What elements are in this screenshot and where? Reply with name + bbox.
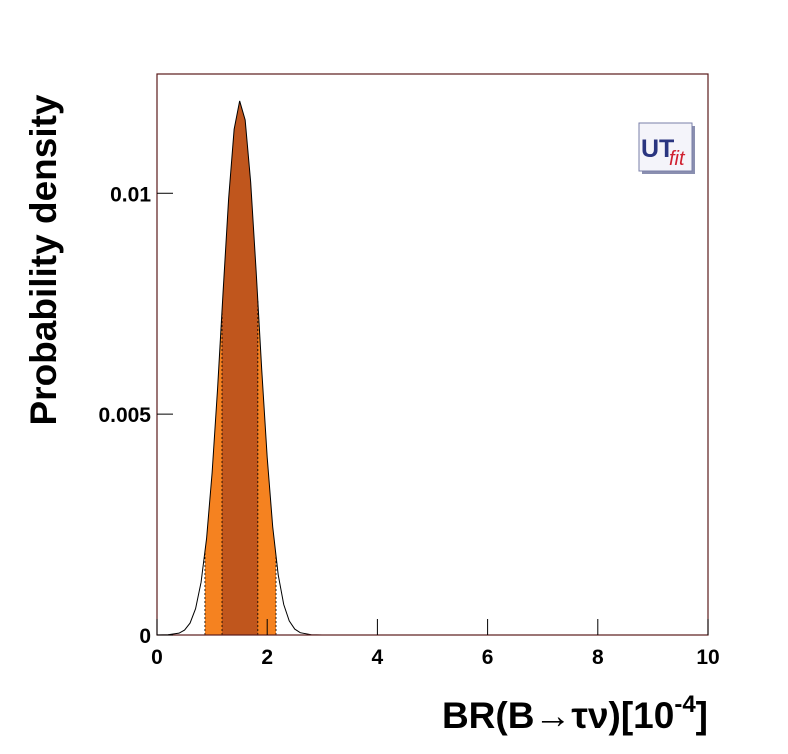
x-label-close: ] [696,695,708,736]
credible-interval [222,100,258,635]
x-tick-label: 4 [372,646,384,669]
x-label-exponent: -4 [674,691,696,718]
x-axis-label: BR(B→τν)[10-4] [442,691,708,736]
x-label-main: BR(B→τν)[10 [442,695,674,736]
y-axis-label: Probability density [23,94,64,425]
x-tick-label: 8 [592,646,604,669]
logo-ut: UT [641,135,674,163]
x-tick-label: 10 [696,646,719,669]
logo: UT fit [638,122,695,174]
y-tick-label: 0.005 [98,404,151,427]
y-tick-label: 0 [139,625,151,648]
density-curve [156,100,708,636]
plot-frame [156,73,709,636]
logo-box [638,122,693,172]
y-tick-label: 0.01 [110,183,151,206]
x-tick-label: 6 [482,646,494,669]
x-tick-label: 0 [151,646,163,669]
x-tick-label: 2 [261,646,273,669]
logo-fit: fit [669,148,686,170]
